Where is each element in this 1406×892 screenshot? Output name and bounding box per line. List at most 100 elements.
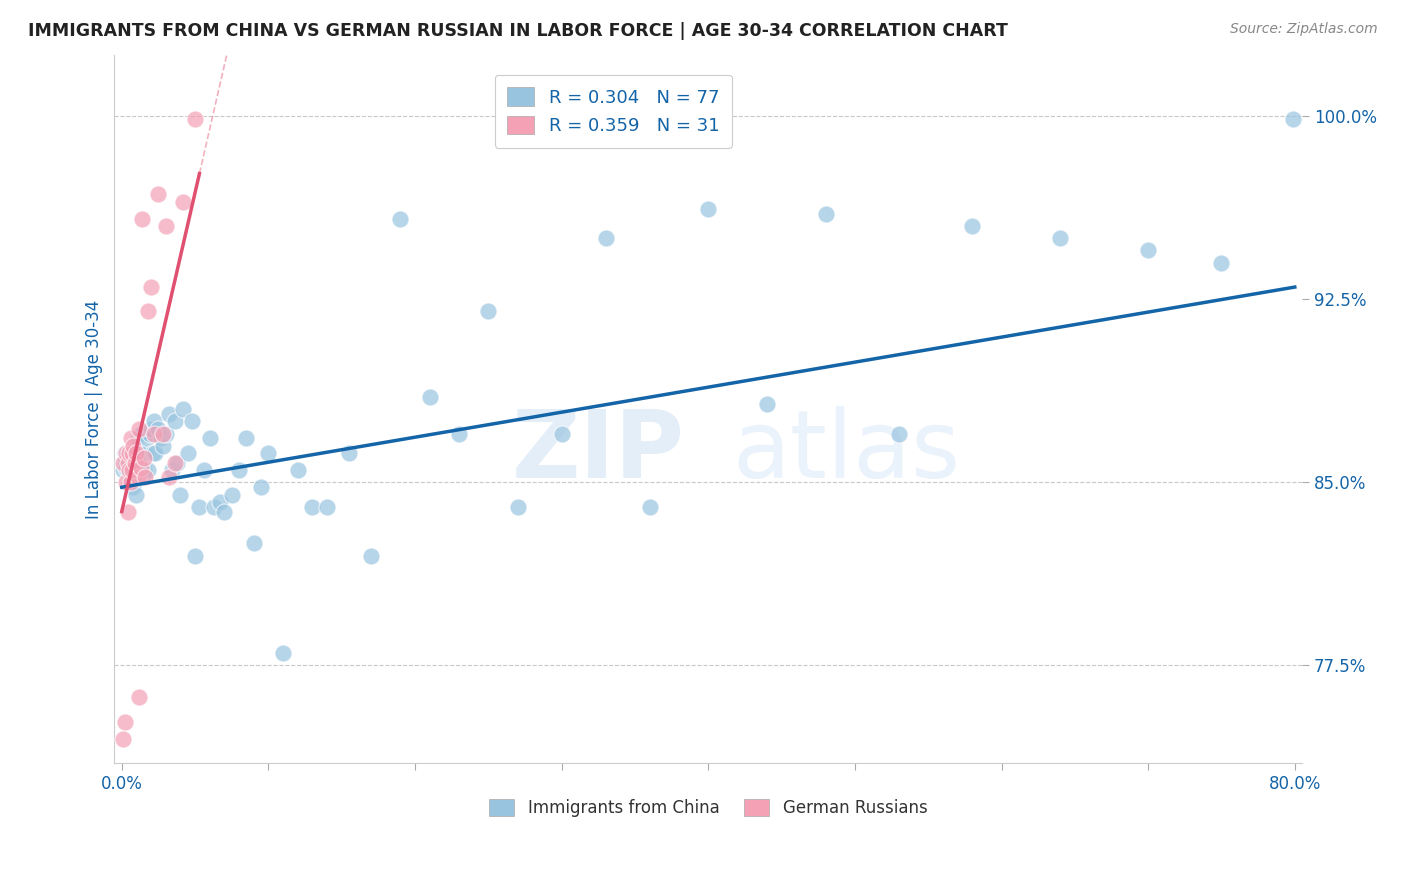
Point [131, 470, 153, 484]
Point [118, 456, 141, 470]
Point [316, 500, 339, 514]
Point [184, 112, 207, 126]
Point [389, 211, 412, 226]
Point [114, 714, 136, 729]
Point [1282, 112, 1305, 126]
Y-axis label: In Labor Force | Age 30-34: In Labor Force | Age 30-34 [86, 300, 103, 519]
Point [360, 549, 382, 563]
Point [697, 202, 720, 216]
Point [202, 500, 225, 514]
Point [115, 460, 138, 475]
Point [447, 426, 470, 441]
Point [150, 432, 173, 446]
Point [128, 422, 150, 436]
Point [181, 414, 204, 428]
Point [121, 463, 143, 477]
Point [135, 432, 157, 446]
Point [139, 422, 162, 436]
Point [214, 505, 236, 519]
Text: IMMIGRANTS FROM CHINA VS GERMAN RUSSIAN IN LABOR FORCE | AGE 30-34 CORRELATION C: IMMIGRANTS FROM CHINA VS GERMAN RUSSIAN … [28, 22, 1008, 40]
Point [112, 463, 135, 477]
Legend: Immigrants from China, German Russians: Immigrants from China, German Russians [481, 791, 935, 826]
Point [115, 450, 138, 465]
Point [115, 446, 138, 460]
Point [125, 446, 148, 460]
Point [122, 439, 145, 453]
Point [271, 646, 294, 660]
Point [208, 495, 231, 509]
Point [419, 390, 441, 404]
Point [125, 463, 148, 477]
Point [143, 414, 166, 428]
Point [163, 414, 186, 428]
Point [1137, 244, 1160, 258]
Point [163, 456, 186, 470]
Point [188, 500, 211, 514]
Point [128, 690, 150, 705]
Point [755, 397, 778, 411]
Point [132, 463, 155, 477]
Point [125, 487, 148, 501]
Point [177, 446, 200, 460]
Point [887, 426, 910, 441]
Point [221, 487, 243, 501]
Point [134, 446, 156, 460]
Point [148, 422, 170, 436]
Point [117, 456, 139, 470]
Point [166, 456, 188, 470]
Point [118, 446, 141, 460]
Point [160, 463, 183, 477]
Point [136, 304, 159, 318]
Point [228, 463, 250, 477]
Point [112, 456, 135, 470]
Point [143, 426, 166, 441]
Point [235, 432, 257, 446]
Point [337, 446, 360, 460]
Point [506, 500, 529, 514]
Text: atlas: atlas [733, 406, 960, 498]
Point [814, 207, 837, 221]
Point [155, 219, 177, 233]
Point [152, 439, 174, 453]
Point [141, 446, 163, 460]
Point [145, 446, 167, 460]
Point [115, 475, 138, 490]
Point [157, 470, 180, 484]
Point [127, 470, 149, 484]
Point [136, 463, 159, 477]
Point [120, 475, 142, 490]
Point [114, 446, 136, 460]
Point [1049, 231, 1071, 245]
Point [120, 432, 142, 446]
Point [122, 480, 145, 494]
Text: Source: ZipAtlas.com: Source: ZipAtlas.com [1230, 22, 1378, 37]
Point [960, 219, 983, 233]
Point [118, 463, 141, 477]
Point [121, 446, 143, 460]
Point [128, 446, 150, 460]
Point [250, 480, 273, 494]
Point [595, 231, 617, 245]
Point [550, 426, 572, 441]
Point [129, 426, 152, 441]
Point [129, 460, 152, 475]
Point [127, 432, 149, 446]
Point [131, 211, 153, 226]
Point [301, 500, 323, 514]
Point [139, 280, 162, 294]
Point [114, 456, 136, 470]
Point [155, 426, 177, 441]
Point [138, 426, 160, 441]
Point [172, 194, 194, 209]
Point [169, 487, 191, 501]
Point [124, 463, 146, 477]
Point [193, 463, 215, 477]
Point [242, 536, 264, 550]
Point [257, 446, 280, 460]
Point [1211, 255, 1233, 269]
Point [172, 402, 194, 417]
Point [152, 426, 174, 441]
Point [477, 304, 499, 318]
Point [120, 470, 142, 484]
Point [184, 549, 207, 563]
